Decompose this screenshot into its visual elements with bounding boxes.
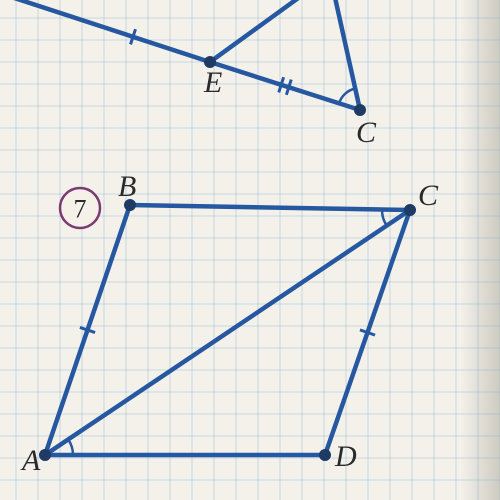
label-D: D: [334, 440, 357, 473]
point-A: [39, 449, 51, 461]
point-D: [319, 449, 331, 461]
point-C: [404, 204, 416, 216]
label-A: A: [20, 444, 41, 477]
label-C-top: C: [356, 116, 377, 149]
page: E C 7 A B C D: [0, 0, 500, 500]
problem-number: 7: [74, 195, 87, 224]
geometry-diagram: E C 7 A B C D: [0, 0, 500, 500]
label-B: B: [118, 170, 136, 203]
label-C: C: [418, 179, 439, 212]
label-E-top: E: [203, 66, 222, 99]
